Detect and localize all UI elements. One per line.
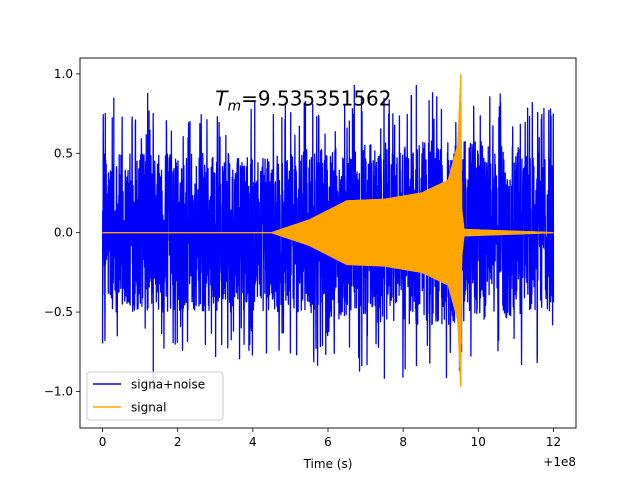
x-tick-label: 4 [249, 435, 257, 449]
annotation-value: =9.535351562 [241, 87, 391, 111]
merger-time-annotation: Tm=9.535351562 [215, 87, 391, 115]
x-offset-label: +1e8 [543, 455, 576, 469]
x-tick-label: 12 [546, 435, 561, 449]
annotation-subscript: m [227, 99, 241, 115]
y-tick-label: 1.0 [54, 67, 73, 81]
annotation-symbol: T [215, 87, 229, 111]
x-axis-ticks: 0 2 4 6 8 10 12 [99, 428, 561, 449]
x-tick-label: 6 [324, 435, 332, 449]
y-tick-label: −1.0 [44, 384, 73, 398]
x-axis-label: Time (s) [303, 457, 353, 471]
x-tick-label: 0 [99, 435, 107, 449]
x-tick-label: 8 [399, 435, 407, 449]
x-tick-label: 10 [471, 435, 486, 449]
legend-label-signal-noise: signa+noise [131, 378, 205, 392]
series-line-signal [102, 73, 554, 387]
x-tick-label: 2 [174, 435, 182, 449]
y-axis-ticks: −1.0 −0.5 0.0 0.5 1.0 [44, 67, 80, 398]
y-tick-label: 0.5 [54, 146, 73, 160]
series-layer [101, 73, 555, 392]
y-tick-label: 0.0 [54, 226, 73, 240]
legend: signa+noise signal [86, 371, 224, 421]
legend-label-signal: signal [131, 401, 167, 415]
y-tick-label: −0.5 [44, 305, 73, 319]
